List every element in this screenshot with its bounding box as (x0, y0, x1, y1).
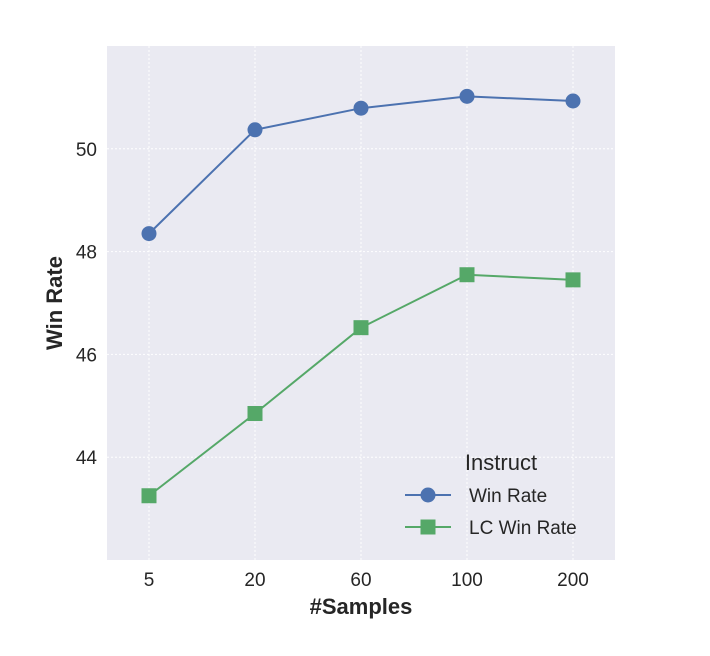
x-tick-label: 100 (451, 570, 483, 591)
data-point (565, 272, 581, 288)
y-tick-label: 44 (76, 448, 98, 469)
legend-label: LC Win Rate (469, 518, 577, 539)
data-point (459, 88, 475, 104)
x-axis-title: #Samples (310, 594, 413, 619)
series-lc-win-rate (141, 267, 581, 504)
legend-label: Win Rate (469, 486, 547, 507)
series-win-rate (141, 88, 581, 242)
data-point (353, 320, 369, 336)
x-tick-label: 5 (144, 570, 155, 591)
legend: Instruct Win Rate LC Win Rate (405, 450, 577, 539)
x-tick-label: 60 (350, 570, 371, 591)
x-tick-label: 200 (557, 570, 589, 591)
y-tick-label: 46 (76, 345, 97, 366)
y-axis-ticks: 44 46 48 50 (76, 140, 98, 469)
y-tick-label: 50 (76, 140, 97, 161)
legend-title: Instruct (465, 450, 537, 475)
data-point (459, 267, 475, 283)
grid-lines (107, 46, 615, 560)
data-point (141, 226, 157, 242)
data-point (247, 406, 263, 422)
legend-marker (420, 519, 436, 535)
x-axis-ticks: 5 20 60 100 200 (144, 570, 589, 591)
series-layer (141, 88, 581, 504)
x-tick-label: 20 (244, 570, 265, 591)
data-point (247, 122, 263, 138)
y-axis-title: Win Rate (42, 256, 67, 350)
legend-marker (420, 487, 436, 503)
y-tick-label: 48 (76, 243, 97, 264)
legend-item: LC Win Rate (405, 518, 577, 539)
data-point (565, 93, 581, 109)
data-point (141, 488, 157, 504)
data-point (353, 100, 369, 116)
legend-item: Win Rate (405, 486, 547, 507)
